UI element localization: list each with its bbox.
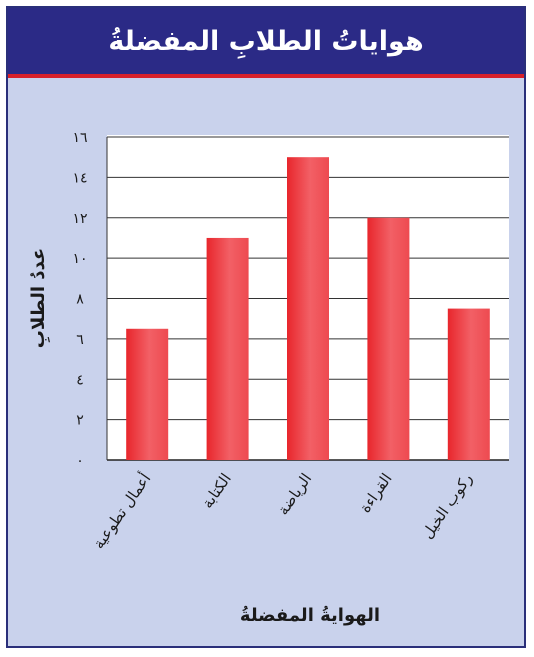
y-tick-label: ٢ [76, 413, 84, 429]
x-tick-labels: أعمال تطوعية الكتابة الرياضة القراءة ركوب ال… [89, 469, 477, 552]
bar [126, 328, 169, 460]
x-tick-label: ركوب الخيل [418, 470, 476, 542]
y-tick-label: ١٠ [72, 251, 87, 267]
title-bar: هواياتُ الطلابِ المفضلةُ [8, 8, 524, 78]
bar [287, 157, 329, 460]
x-tick-label: أعمال تطوعية [89, 469, 155, 552]
y-tick-label: ٦ [76, 332, 84, 348]
x-tick-label: الرياضة [274, 470, 315, 518]
x-tick-label: الكتابة [198, 470, 235, 512]
y-tick-label: ١٢ [72, 211, 87, 227]
y-tick-label: ٠ [76, 453, 84, 469]
y-tick-label: ٤ [76, 372, 84, 388]
bar [447, 308, 490, 460]
chart-title: هواياتُ الطلابِ المفضلةُ [108, 25, 424, 57]
x-tick-label: القراءة [356, 470, 396, 516]
bar [206, 237, 249, 460]
y-axis-label: عددُ الطلابِ [28, 248, 50, 348]
y-tick-label: ٨ [76, 292, 84, 308]
y-tick-label: ١٤ [72, 170, 87, 186]
y-tick-label: ١٦ [72, 130, 87, 146]
x-axis-label: الهوايةُ المفضلةُ [240, 605, 380, 626]
bar [367, 217, 410, 460]
y-tick-labels: ٠ ٢ ٤ ٦ ٨ ١٠ ١٢ ١٤ ١٦ [72, 130, 87, 469]
bars [126, 157, 490, 460]
